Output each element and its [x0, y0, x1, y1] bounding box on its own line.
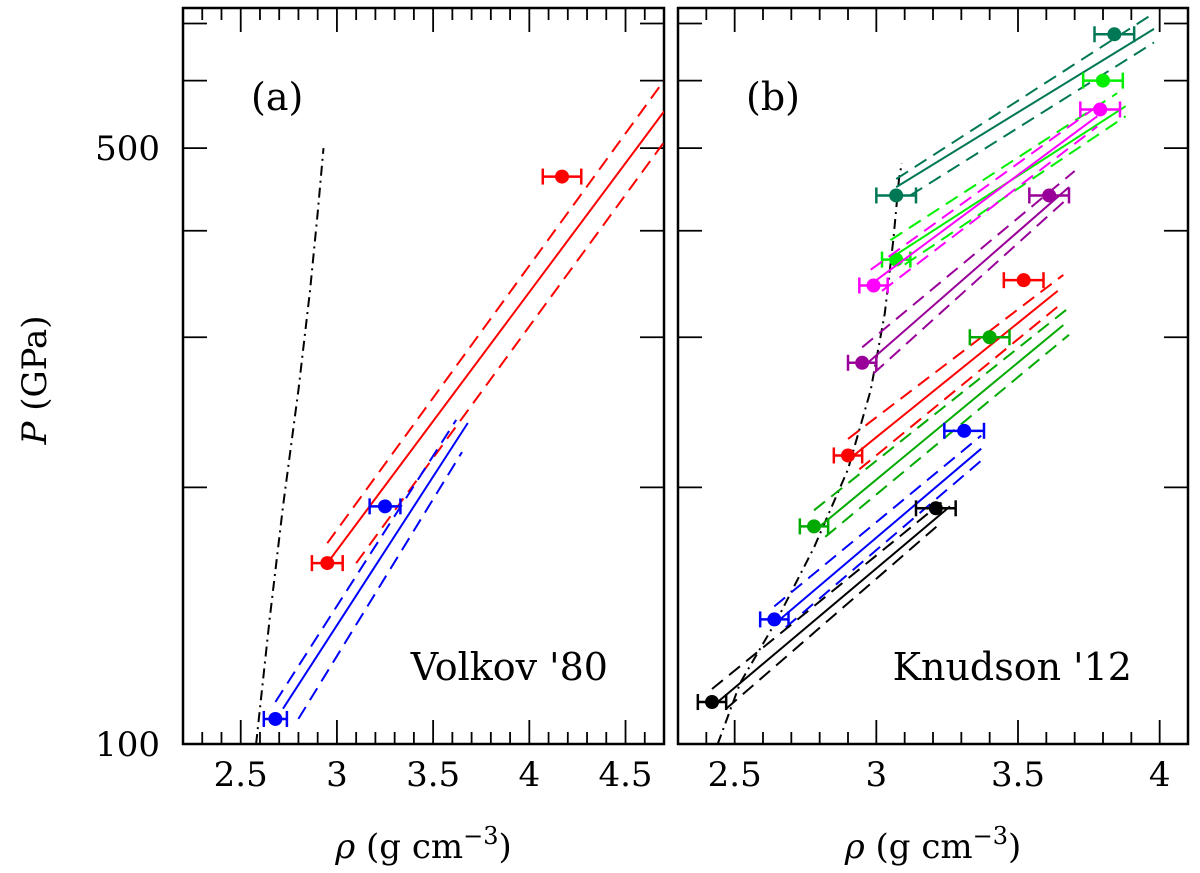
- series-line-dashed-lower: [881, 125, 1098, 292]
- panel-a: 2.5 3 3.5 4 4.5 ρ (g cm−3) (a) Volkov '80: [181, 6, 666, 867]
- series-line-dashed-upper: [274, 419, 458, 703]
- series-line-dashed-lower: [824, 334, 1070, 538]
- series-bright-green: [880, 72, 1127, 268]
- x-tick-label: 3.5: [406, 755, 460, 795]
- dataset-annotation: Volkov '80: [410, 645, 608, 689]
- x-axis-label: ρ (g cm−3): [844, 822, 1022, 867]
- series-line-dashed-upper: [813, 306, 1070, 512]
- panel-b: 2.5 3 3.5 4 ρ (g cm−3) (b) Knudson '12: [676, 6, 1190, 867]
- series-line-solid: [717, 505, 951, 703]
- y-tick-label: 100: [95, 725, 160, 765]
- series-line-solid: [853, 290, 1059, 457]
- series-blue: [758, 422, 986, 629]
- series-red: [310, 80, 664, 572]
- data-point: [378, 499, 393, 514]
- x-tick-label: 4.5: [598, 755, 652, 795]
- series-blue: [262, 419, 469, 727]
- plot-frame-a: [181, 6, 666, 746]
- x-tick-label: 2.5: [708, 755, 762, 795]
- series-line-solid: [875, 115, 1098, 282]
- data-point: [1096, 73, 1110, 88]
- series-line-dashed-lower: [858, 301, 1064, 471]
- data-point: [855, 355, 870, 370]
- data-point: [1016, 273, 1031, 288]
- series-line-dashed-lower: [909, 41, 1155, 197]
- data-point: [982, 330, 997, 345]
- series-line-dashed-upper: [711, 501, 943, 690]
- data-point: [705, 695, 719, 710]
- y-axis-label: P (GPa): [15, 315, 55, 445]
- data-point: [957, 423, 972, 438]
- plot-area-b: [696, 12, 1155, 744]
- series-line-solid: [867, 186, 1070, 364]
- series-line-dashed-lower: [297, 451, 463, 720]
- x-tick-label: 4: [518, 755, 540, 795]
- data-point: [767, 612, 782, 627]
- series-purple: [846, 170, 1076, 375]
- series-line-dashed-lower: [725, 521, 943, 710]
- series-magenta: [858, 101, 1122, 294]
- series-line-solid: [895, 28, 1155, 188]
- data-point: [1093, 102, 1108, 117]
- series-line-solid: [326, 110, 664, 564]
- x-tick-label: 2.5: [214, 755, 268, 795]
- data-point: [1107, 27, 1122, 42]
- panel-label: (b): [746, 75, 800, 119]
- series-line-dashed-upper: [326, 80, 664, 544]
- data-point: [889, 188, 904, 203]
- series-line-dashed-upper: [870, 105, 1098, 271]
- series-line-solid: [282, 422, 469, 710]
- series-line-dashed-upper: [847, 274, 1064, 440]
- series-line-dashed-upper: [773, 434, 982, 608]
- data-point: [268, 711, 283, 726]
- series-line-solid: [819, 324, 1064, 528]
- series-line-dashed-upper: [889, 92, 1118, 241]
- series-black: [696, 500, 957, 711]
- x-tick-label: 3: [326, 755, 348, 795]
- data-point: [320, 556, 335, 571]
- data-point: [928, 501, 943, 516]
- x-axis-label: ρ (g cm−3): [334, 822, 512, 867]
- y-tick-labels: 100 500: [95, 129, 160, 765]
- x-tick-label: 3: [866, 755, 888, 795]
- x-tick-label: 4: [1149, 755, 1171, 795]
- x-tick-label: 3.5: [991, 755, 1045, 795]
- data-point: [841, 448, 855, 463]
- dataset-annotation: Knudson '12: [893, 645, 1132, 689]
- data-point: [555, 169, 570, 184]
- dashdot-curve: [716, 163, 903, 744]
- series-line-solid: [779, 447, 982, 621]
- plot-area-a: [255, 80, 664, 744]
- series-line-dashed-lower: [355, 141, 664, 564]
- y-tick-label: 500: [95, 129, 160, 169]
- series-line-dashed-upper: [895, 12, 1155, 180]
- series-line-dashed-upper: [861, 170, 1076, 349]
- data-point: [866, 278, 881, 293]
- panel-label: (a): [251, 75, 303, 119]
- series-red: [832, 272, 1064, 471]
- dashdot-curve: [255, 148, 325, 744]
- data-point: [1042, 188, 1057, 203]
- series-dark-green: [875, 12, 1155, 204]
- series-green: [798, 306, 1070, 538]
- data-point: [807, 519, 821, 534]
